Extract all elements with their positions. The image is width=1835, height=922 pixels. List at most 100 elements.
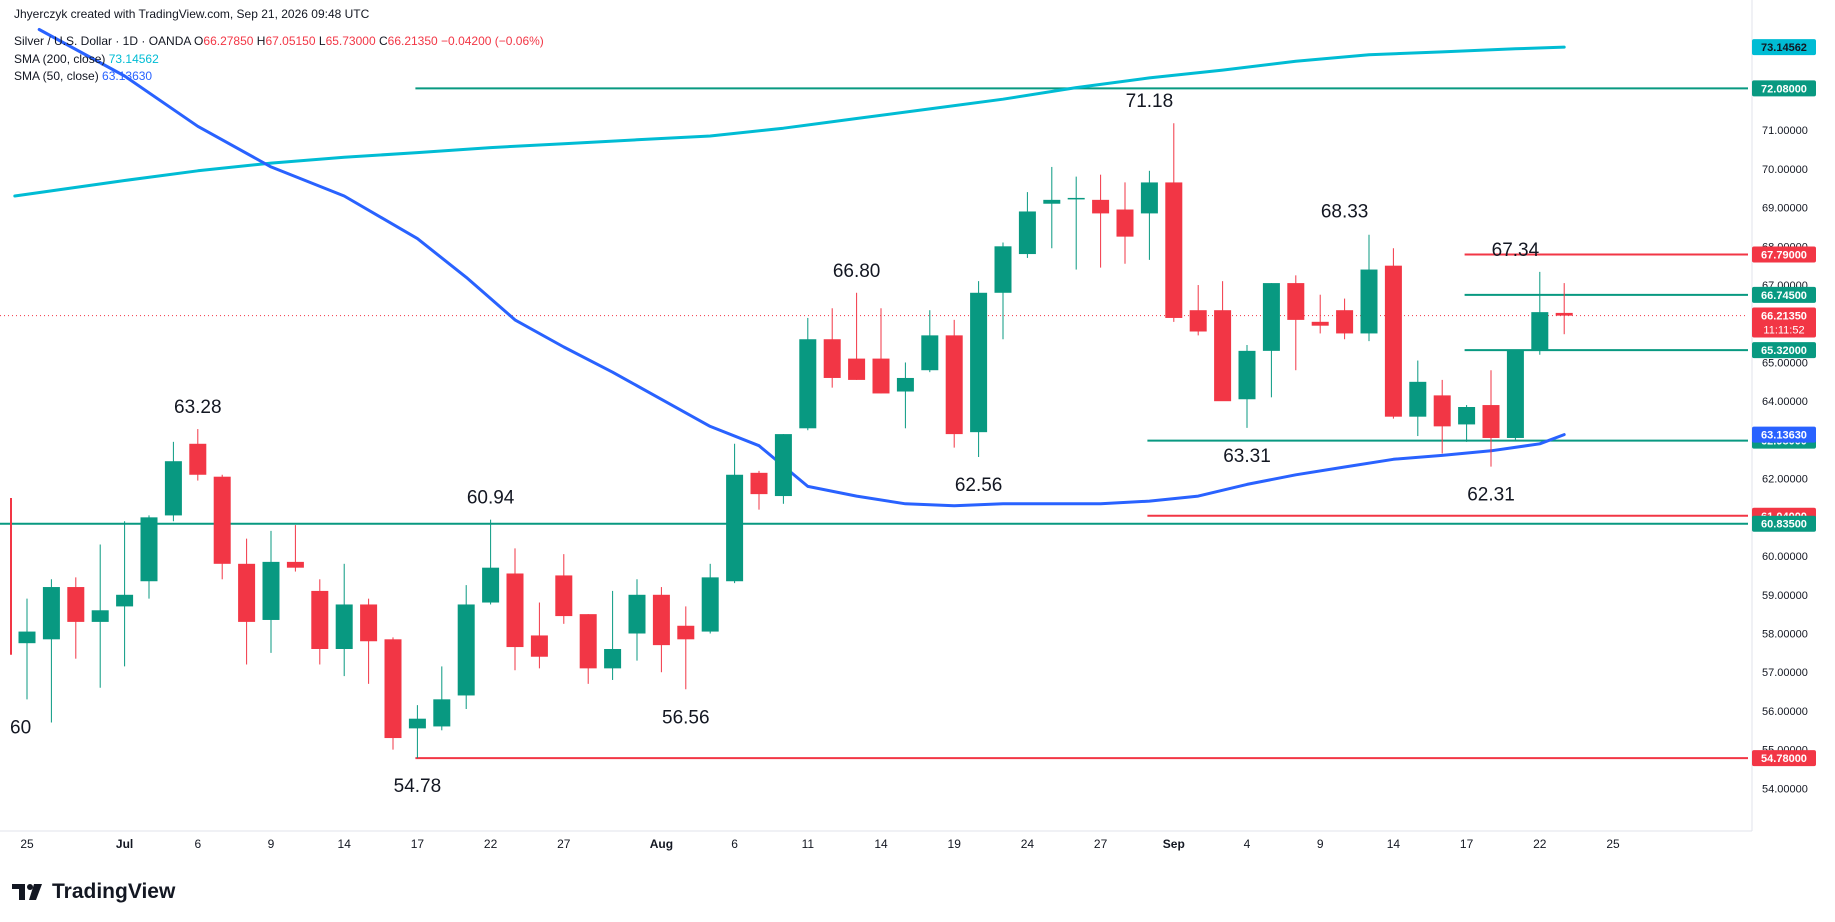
candle-body-29[interactable] — [726, 474, 744, 582]
x-tick-label-4: 14 — [338, 837, 352, 851]
candle-body-61[interactable] — [1506, 350, 1524, 438]
price-tag-1: 66.21350 — [1761, 310, 1807, 322]
level-tag-bg-2 — [1752, 286, 1816, 303]
candle-body-22[interactable] — [555, 575, 573, 617]
x-tick-label-20: 22 — [1533, 837, 1547, 851]
candle-body-27[interactable] — [677, 625, 695, 640]
candle-body-60[interactable] — [1482, 405, 1500, 438]
candle-body-33[interactable] — [823, 339, 841, 378]
x-tick-label-3: 9 — [268, 837, 275, 851]
candle-body-56[interactable] — [1384, 265, 1402, 417]
level-tag-0: 72.08000 — [1761, 83, 1807, 95]
moving-averages — [13, 28, 1566, 508]
level-tag-bg-1 — [1752, 246, 1816, 263]
sma-line-0[interactable] — [13, 45, 1566, 198]
candle-body-54[interactable] — [1336, 310, 1354, 334]
candle-body-12[interactable] — [311, 590, 329, 649]
annotation-label-6: 71.18 — [1126, 91, 1174, 112]
candle-body-32[interactable] — [799, 339, 817, 429]
level-tag-bg-0 — [1752, 80, 1816, 97]
candle-body-39[interactable] — [970, 292, 988, 433]
x-tick-label-15: Sep — [1163, 837, 1185, 851]
candle-body-16[interactable] — [408, 718, 426, 729]
candle-body-6[interactable] — [164, 461, 182, 516]
tradingview-logo-icon — [12, 884, 42, 900]
candle-body-24[interactable] — [604, 648, 622, 669]
candle-body-62[interactable] — [1531, 312, 1549, 351]
candle-body-11[interactable] — [286, 561, 304, 568]
candle-body-9[interactable] — [238, 563, 256, 622]
candle-body-13[interactable] — [335, 604, 353, 649]
candle-body-10[interactable] — [262, 561, 280, 620]
candle-body-52[interactable] — [1287, 283, 1305, 320]
sma200-legend[interactable]: SMA (200, close) 73.14562 — [14, 52, 159, 66]
sma-line-1[interactable] — [37, 28, 1566, 508]
candle-body-2[interactable] — [67, 587, 85, 622]
candle-body-51[interactable] — [1262, 283, 1280, 351]
candle-body-8[interactable] — [213, 476, 231, 564]
candle-body-35[interactable] — [872, 358, 890, 394]
level-tag-3: 65.32000 — [1761, 345, 1807, 357]
candle-body-48[interactable] — [1189, 310, 1207, 332]
candle-body-15[interactable] — [384, 639, 402, 739]
candle-body-37[interactable] — [921, 335, 939, 371]
ohlc-low: 65.73000 — [325, 34, 376, 48]
sma50-legend[interactable]: SMA (50, close) 63.13630 — [14, 69, 152, 83]
candle-body-4[interactable] — [116, 594, 134, 607]
annotation-label-5: 62.56 — [955, 475, 1003, 496]
candle-body-45[interactable] — [1116, 209, 1134, 237]
candle-body-44[interactable] — [1092, 199, 1110, 214]
candle-body-46[interactable] — [1140, 182, 1158, 214]
candle-body-41[interactable] — [1018, 211, 1036, 255]
candle-body-42[interactable] — [1043, 199, 1061, 204]
y-tick-label-11: 57.00000 — [1762, 667, 1808, 679]
candle-body-36[interactable] — [896, 377, 914, 392]
candle-body-19[interactable] — [482, 567, 500, 603]
candle-body-50[interactable] — [1238, 350, 1256, 400]
y-tick-label-14: 54.00000 — [1762, 783, 1808, 795]
candle-body-18[interactable] — [457, 604, 475, 696]
candles — [18, 123, 1573, 759]
candle-body-28[interactable] — [701, 577, 719, 632]
candle-body-21[interactable] — [530, 635, 548, 657]
candle-body-63[interactable] — [1555, 312, 1573, 316]
candle-body-59[interactable] — [1458, 407, 1476, 425]
tradingview-logo[interactable]: TradingView — [12, 880, 175, 904]
ohlc-high: 67.05150 — [265, 34, 316, 48]
candle-body-38[interactable] — [945, 335, 963, 435]
candle-body-53[interactable] — [1311, 321, 1329, 326]
candle-body-3[interactable] — [91, 610, 109, 622]
candle-body-49[interactable] — [1214, 310, 1232, 402]
annotation-label-8: 68.33 — [1321, 202, 1369, 223]
candle-body-30[interactable] — [750, 472, 768, 495]
candle-body-31[interactable] — [774, 434, 792, 497]
candle-body-1[interactable] — [42, 587, 60, 640]
candle-body-14[interactable] — [360, 604, 378, 642]
candle-body-23[interactable] — [579, 614, 597, 669]
candle-body-25[interactable] — [628, 594, 646, 634]
candle-body-0[interactable] — [18, 631, 36, 644]
candle-body-34[interactable] — [848, 358, 866, 380]
candle-body-55[interactable] — [1360, 269, 1378, 334]
x-tick-label-5: 17 — [411, 837, 425, 851]
x-tick-label-21: 25 — [1606, 837, 1620, 851]
candle-body-20[interactable] — [506, 573, 524, 648]
price-tags: 72.0800067.7900066.7450065.3200062.98000… — [1752, 39, 1816, 767]
candle-body-7[interactable] — [189, 443, 207, 475]
candle-body-5[interactable] — [140, 517, 158, 582]
x-tick-label-0: 25 — [20, 837, 34, 851]
candle-body-57[interactable] — [1409, 381, 1427, 417]
ohlc-open-label: O — [194, 34, 204, 48]
candle-body-43[interactable] — [1067, 197, 1085, 200]
annotation-label-2: 60.94 — [467, 488, 515, 509]
candle-body-17[interactable] — [433, 699, 451, 727]
y-tick-label-1: 70.00000 — [1762, 164, 1808, 176]
level-tag-1: 67.79000 — [1761, 249, 1807, 261]
candle-body-58[interactable] — [1433, 395, 1451, 427]
candle-body-40[interactable] — [994, 246, 1012, 293]
candle-body-47[interactable] — [1165, 182, 1183, 318]
candle-body-26[interactable] — [652, 594, 670, 646]
annotation-label-3: 56.56 — [662, 707, 710, 728]
